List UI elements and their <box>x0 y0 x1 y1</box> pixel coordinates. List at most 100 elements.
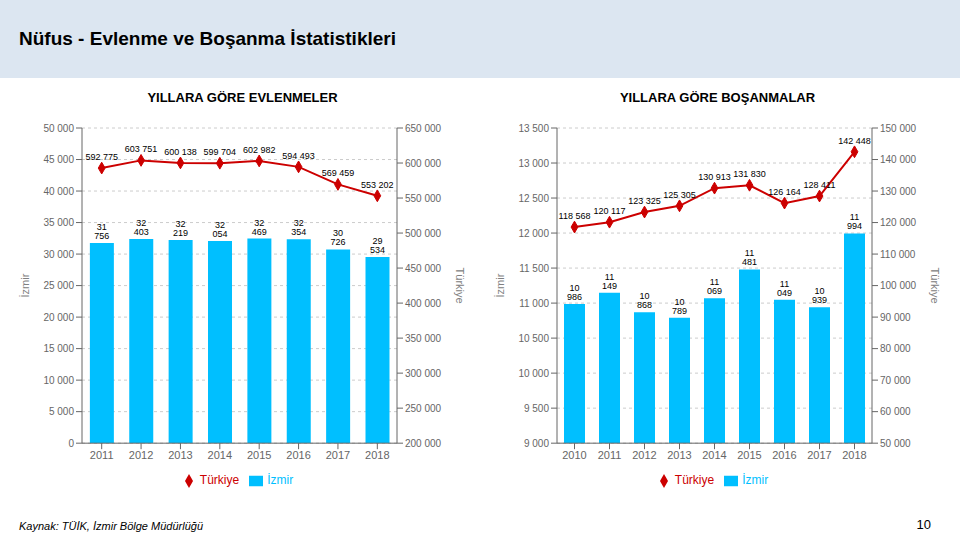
svg-text:2013: 2013 <box>168 449 192 461</box>
svg-text:5 000: 5 000 <box>49 406 74 417</box>
svg-text:12 000: 12 000 <box>518 228 549 239</box>
svg-text:İzmir: İzmir <box>19 273 31 297</box>
svg-text:150 000: 150 000 <box>880 123 917 134</box>
svg-text:70 000: 70 000 <box>880 375 911 386</box>
svg-text:2013: 2013 <box>667 449 691 461</box>
svg-text:12 500: 12 500 <box>518 193 549 204</box>
svg-text:140 000: 140 000 <box>880 154 917 165</box>
svg-text:20 000: 20 000 <box>43 312 74 323</box>
svg-text:2010: 2010 <box>562 449 586 461</box>
svg-text:130 000: 130 000 <box>880 186 917 197</box>
svg-text:100 000: 100 000 <box>880 280 917 291</box>
svg-text:60 000: 60 000 <box>880 406 911 417</box>
svg-text:130 913: 130 913 <box>698 172 731 182</box>
svg-text:32469: 32469 <box>252 218 267 237</box>
svg-text:126 164: 126 164 <box>768 187 801 197</box>
svg-text:120 000: 120 000 <box>880 217 917 228</box>
svg-text:9 000: 9 000 <box>524 438 549 449</box>
svg-text:250 000: 250 000 <box>405 403 442 414</box>
svg-text:594 493: 594 493 <box>282 151 315 161</box>
svg-text:2017: 2017 <box>807 449 831 461</box>
svg-text:11 500: 11 500 <box>519 263 549 274</box>
svg-text:11149: 11149 <box>602 272 617 291</box>
svg-text:2015: 2015 <box>247 449 271 461</box>
svg-text:11049: 11049 <box>777 279 792 298</box>
svg-text:142 448: 142 448 <box>838 136 871 146</box>
svg-text:553 202: 553 202 <box>361 180 394 190</box>
svg-text:120 117: 120 117 <box>594 206 626 216</box>
svg-text:2014: 2014 <box>208 449 232 461</box>
svg-text:131 830: 131 830 <box>733 169 766 179</box>
svg-text:2016: 2016 <box>286 449 310 461</box>
svg-text:9 500: 9 500 <box>524 403 549 414</box>
svg-text:2014: 2014 <box>702 449 726 461</box>
svg-text:125 305: 125 305 <box>663 190 696 200</box>
svg-text:2012: 2012 <box>632 449 656 461</box>
svg-text:32354: 32354 <box>291 218 306 237</box>
svg-text:350 000: 350 000 <box>405 333 442 344</box>
svg-text:Türkiye: Türkiye <box>929 268 941 304</box>
svg-text:2018: 2018 <box>365 449 389 461</box>
svg-text:90 000: 90 000 <box>880 312 911 323</box>
svg-text:123 325: 123 325 <box>628 196 661 206</box>
svg-text:45 000: 45 000 <box>43 154 74 165</box>
svg-text:10789: 10789 <box>672 297 687 316</box>
svg-text:13 500: 13 500 <box>518 123 549 134</box>
svg-text:2015: 2015 <box>737 449 761 461</box>
svg-text:35 000: 35 000 <box>43 217 74 228</box>
svg-text:İzmir: İzmir <box>494 273 506 297</box>
html-text:YILLARA GÖRE EVLENMELER: YILLARA GÖRE EVLENMELER <box>147 90 338 105</box>
svg-text:500 000: 500 000 <box>405 228 442 239</box>
svg-text:13 000: 13 000 <box>518 158 549 169</box>
svg-text:603 751: 603 751 <box>125 144 158 154</box>
svg-text:450 000: 450 000 <box>405 263 442 274</box>
svg-text:599 704: 599 704 <box>204 147 237 157</box>
svg-text:32403: 32403 <box>134 218 149 237</box>
svg-text:30 000: 30 000 <box>43 249 74 260</box>
svg-text:10986: 10986 <box>567 283 582 302</box>
svg-text:118 568: 118 568 <box>559 211 591 221</box>
html-text:Türkiye: Türkiye <box>199 473 240 488</box>
svg-text:400 000: 400 000 <box>405 298 442 309</box>
svg-text:31756: 31756 <box>94 222 109 241</box>
svg-text:602 982: 602 982 <box>243 145 276 155</box>
html-text:Nüfus - Evlenme ve Boşanma İst: Nüfus - Evlenme ve Boşanma İstatistikler… <box>19 28 396 49</box>
svg-text:2017: 2017 <box>326 449 350 461</box>
svg-text:32219: 32219 <box>173 219 188 238</box>
svg-text:50 000: 50 000 <box>880 438 911 449</box>
svg-text:600 000: 600 000 <box>405 158 442 169</box>
svg-text:11 000: 11 000 <box>519 298 549 309</box>
svg-text:11994: 11994 <box>847 212 862 231</box>
svg-text:2012: 2012 <box>129 449 153 461</box>
svg-text:2011: 2011 <box>598 449 622 461</box>
svg-text:569 459: 569 459 <box>322 168 355 178</box>
svg-text:29534: 29534 <box>370 236 385 255</box>
svg-text:10 000: 10 000 <box>518 368 549 379</box>
svg-text:2016: 2016 <box>772 449 796 461</box>
svg-text:2018: 2018 <box>842 449 866 461</box>
svg-text:10939: 10939 <box>812 286 827 305</box>
svg-text:200 000: 200 000 <box>405 438 442 449</box>
svg-text:11069: 11069 <box>707 277 722 296</box>
svg-text:128 411: 128 411 <box>804 180 836 190</box>
svg-text:Türkiye: Türkiye <box>454 268 466 304</box>
svg-text:80 000: 80 000 <box>880 343 911 354</box>
svg-text:10868: 10868 <box>637 291 652 310</box>
svg-text:10 500: 10 500 <box>518 333 549 344</box>
svg-text:2011: 2011 <box>90 449 114 461</box>
svg-text:650 000: 650 000 <box>405 123 442 134</box>
svg-text:600 138: 600 138 <box>164 147 197 157</box>
svg-text:11481: 11481 <box>742 248 757 267</box>
svg-text:592 775: 592 775 <box>85 152 118 162</box>
svg-text:110 000: 110 000 <box>880 249 916 260</box>
svg-text:0: 0 <box>68 438 74 449</box>
svg-text:550 000: 550 000 <box>405 193 442 204</box>
svg-text:300 000: 300 000 <box>405 368 442 379</box>
svg-text:50 000: 50 000 <box>43 123 74 134</box>
svg-text:10 000: 10 000 <box>43 375 74 386</box>
svg-text:32054: 32054 <box>212 220 227 239</box>
svg-text:30726: 30726 <box>331 228 346 247</box>
svg-text:15 000: 15 000 <box>43 343 74 354</box>
svg-text:40 000: 40 000 <box>43 186 74 197</box>
svg-text:25 000: 25 000 <box>43 280 74 291</box>
